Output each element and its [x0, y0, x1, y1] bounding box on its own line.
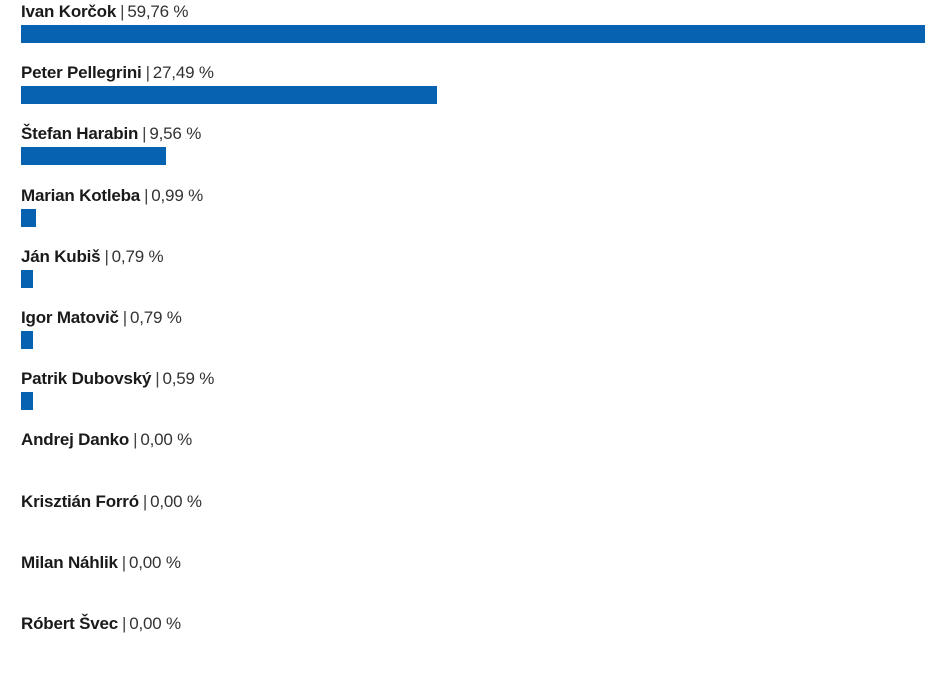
label-separator: |	[155, 369, 160, 389]
candidate-name: Ján Kubiš	[21, 246, 101, 266]
result-bar	[21, 331, 33, 349]
candidate-name: Štefan Harabin	[21, 124, 139, 144]
result-label: Krisztián Forró | 0,00 %	[21, 492, 202, 512]
candidate-name: Krisztián Forró	[21, 491, 139, 511]
label-separator: |	[122, 308, 127, 327]
label-separator: |	[122, 614, 127, 633]
result-row: Milan Náhlik | 0,00 %	[21, 551, 925, 612]
result-label: Róbert Švec | 0,00 %	[21, 614, 181, 634]
label-separator: |	[121, 552, 127, 572]
result-label: Patrik Dubovský | 0,59 %	[21, 369, 214, 389]
result-row: Ján Kubiš | 0,79 %	[21, 245, 925, 306]
result-label: Ján Kubiš | 0,79 %	[21, 246, 164, 267]
candidate-name: Róbert Švec	[21, 614, 119, 633]
vote-percentage: 0,00 %	[129, 614, 181, 633]
result-bar	[21, 392, 33, 411]
candidate-name: Peter Pellegrini	[21, 63, 142, 83]
result-row: Andrej Danko | 0,00 %	[21, 428, 925, 489]
result-row: Róbert Švec | 0,00 %	[21, 612, 925, 673]
label-separator: |	[120, 2, 125, 21]
label-separator: |	[142, 124, 147, 144]
result-label: Igor Matovič | 0,79 %	[21, 308, 182, 328]
result-bar	[21, 208, 36, 227]
vote-percentage: 0,59 %	[162, 369, 215, 389]
label-separator: |	[104, 246, 109, 266]
candidate-name: Patrik Dubovský	[21, 369, 152, 389]
result-row: Peter Pellegrini | 27,49 %	[21, 61, 925, 122]
label-separator: |	[145, 63, 150, 83]
result-bar	[21, 269, 33, 288]
vote-percentage: 27,49 %	[152, 63, 214, 83]
vote-percentage: 0,79 %	[129, 308, 182, 327]
result-label: Ivan Korčok | 59,76 %	[21, 2, 189, 22]
result-row: Ivan Korčok | 59,76 %	[21, 0, 925, 61]
candidate-name: Igor Matovič	[21, 308, 119, 327]
result-label: Milan Náhlik | 0,00 %	[21, 553, 181, 573]
vote-percentage: 0,99 %	[151, 185, 204, 205]
vote-percentage: 0,79 %	[111, 246, 164, 266]
candidate-name: Milan Náhlik	[21, 552, 118, 572]
result-bar	[21, 147, 166, 166]
vote-percentage: 59,76 %	[127, 2, 189, 21]
result-label: Peter Pellegrini | 27,49 %	[21, 63, 214, 83]
result-row: Patrik Dubovský | 0,59 %	[21, 367, 925, 428]
result-label: Marian Kotleba | 0,99 %	[21, 186, 203, 206]
result-row: Krisztián Forró | 0,00 %	[21, 490, 925, 551]
label-separator: |	[133, 430, 138, 450]
result-row: Igor Matovič | 0,79 %	[21, 306, 925, 367]
result-row: Marian Kotleba | 0,99 %	[21, 184, 925, 245]
label-separator: |	[142, 491, 148, 511]
vote-percentage: 0,00 %	[129, 552, 181, 572]
vote-percentage: 0,00 %	[140, 430, 193, 450]
label-separator: |	[144, 185, 149, 205]
result-row: Štefan Harabin | 9,56 %	[21, 122, 925, 183]
result-bar	[21, 25, 925, 43]
vote-percentage: 9,56 %	[149, 124, 202, 144]
vote-percentage: 0,00 %	[150, 491, 202, 511]
result-bar	[21, 86, 437, 105]
candidate-name: Marian Kotleba	[21, 185, 141, 205]
candidate-name: Andrej Danko	[21, 430, 130, 450]
result-label: Andrej Danko | 0,00 %	[21, 430, 192, 450]
candidate-name: Ivan Korčok	[21, 2, 117, 21]
result-label: Štefan Harabin | 9,56 %	[21, 124, 201, 144]
